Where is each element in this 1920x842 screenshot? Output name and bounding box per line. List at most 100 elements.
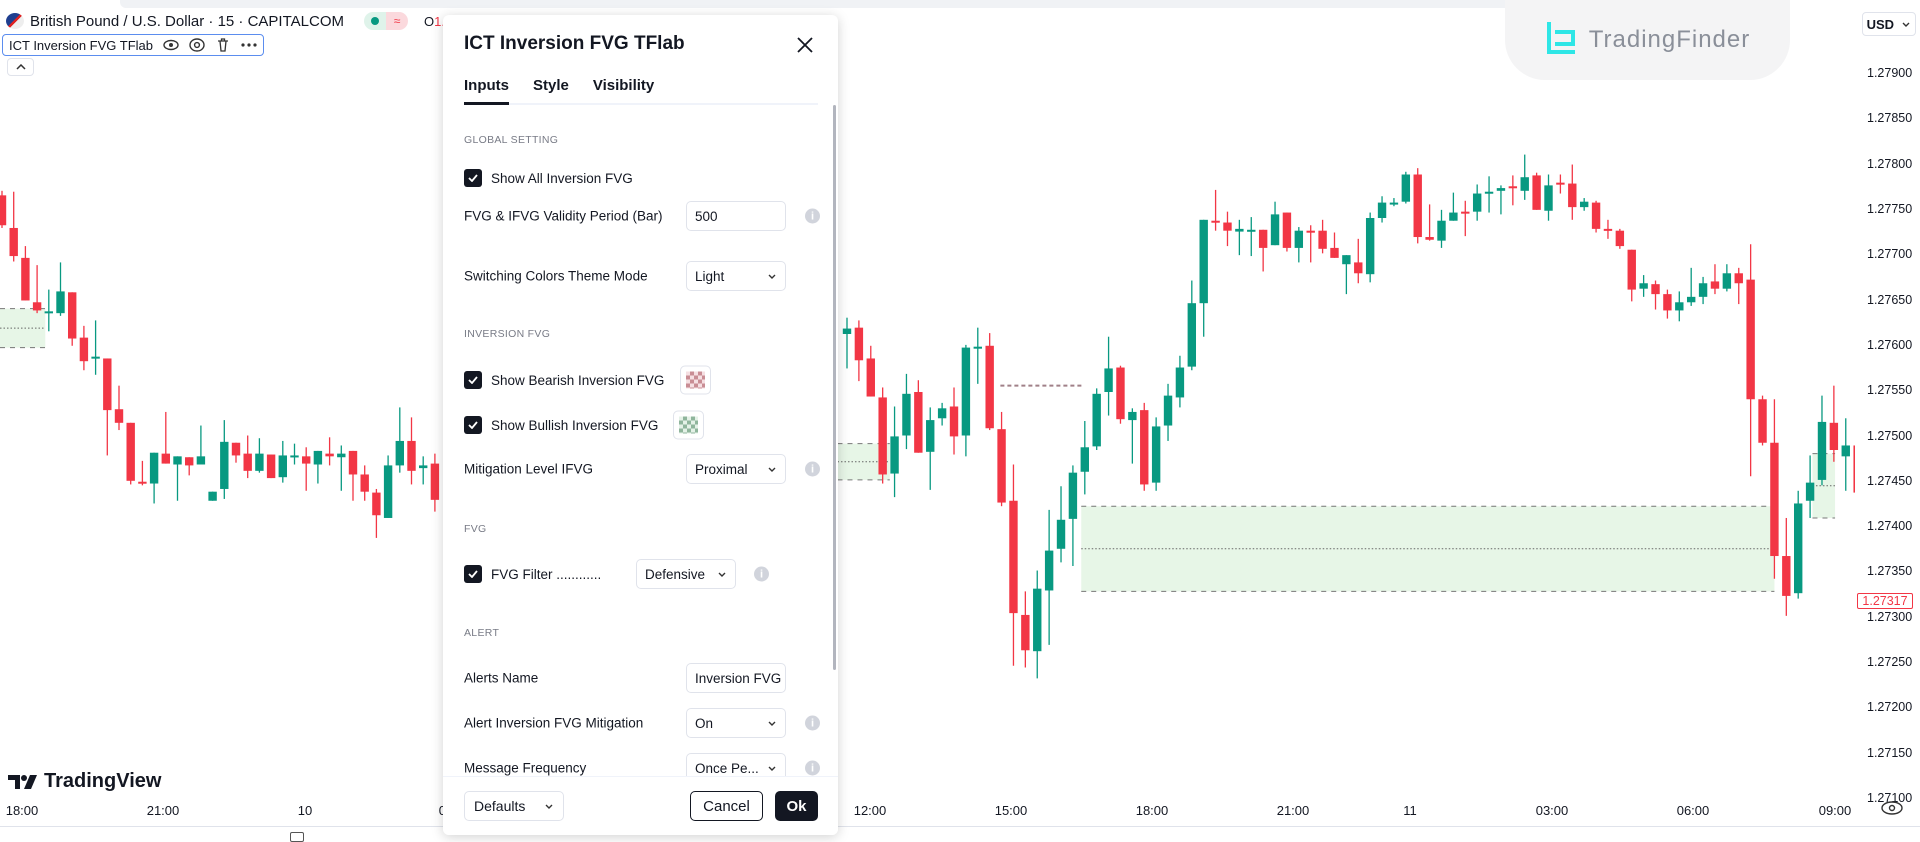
candle-bullish	[149, 452, 159, 484]
theme-select[interactable]: Light	[686, 261, 786, 291]
price-tick-label: 1.27550	[1867, 383, 1913, 398]
dialog-scrollbar[interactable]	[833, 105, 836, 670]
candle-bearish	[1413, 174, 1422, 238]
info-icon[interactable]: i	[805, 208, 820, 224]
candle-bullish	[1472, 193, 1482, 212]
candle-bullish	[1805, 482, 1815, 501]
show-all-label: Show All Inversion FVG	[491, 170, 633, 186]
tab-visibility[interactable]: Visibility	[592, 77, 655, 94]
collapse-legend-button[interactable]	[7, 58, 34, 76]
defaults-dropdown[interactable]: Defaults	[464, 791, 564, 821]
candle-bullish	[1686, 296, 1696, 303]
candle-bearish	[9, 227, 18, 257]
bearish-row: Show Bearish Inversion FVG	[464, 371, 664, 389]
candle-bearish	[360, 474, 369, 492]
fvg-filter-select[interactable]: Defensive	[636, 559, 736, 589]
time-tick-label: 09:00	[1818, 803, 1852, 818]
show-all-checkbox[interactable]	[464, 169, 482, 187]
candle-bullish	[1579, 201, 1589, 208]
ohlc-open-label: O	[423, 13, 435, 29]
tradingview-wordmark: TradingView	[44, 770, 162, 792]
info-icon[interactable]: i	[754, 566, 769, 582]
price-tick-label: 1.27800	[1867, 156, 1913, 171]
eye-icon[interactable]	[163, 37, 179, 53]
candle-bearish	[1734, 273, 1743, 284]
price-tick-label: 1.27900	[1867, 66, 1913, 80]
price-tick-label: 1.27400	[1867, 519, 1913, 534]
candle-bearish	[231, 442, 241, 456]
axis-settings-eye-icon[interactable]	[1880, 800, 1904, 816]
bullish-checkbox[interactable]	[464, 416, 482, 434]
currency-label: USD	[1866, 16, 1895, 32]
indicator-name[interactable]: ICT Inversion FVG TFlab	[9, 37, 154, 53]
candle-bearish	[1746, 279, 1755, 400]
bullish-row: Show Bullish Inversion FVG	[464, 416, 658, 434]
candle-bearish	[407, 440, 416, 471]
info-icon[interactable]: i	[805, 715, 820, 731]
bearish-color-swatch[interactable]	[680, 365, 711, 395]
candle-bearish	[1021, 614, 1030, 651]
candle-bullish	[1068, 472, 1078, 519]
candle-bullish	[890, 436, 899, 474]
info-icon[interactable]: i	[805, 461, 820, 477]
indicator-legend[interactable]: ICT Inversion FVG TFlab	[2, 34, 265, 56]
candle-bullish	[1247, 229, 1256, 232]
watermark-text: TradingFinder	[1588, 26, 1751, 53]
candle-bearish	[1258, 229, 1268, 248]
candlestick-chart[interactable]	[0, 0, 1855, 800]
candle-bearish	[1627, 249, 1636, 290]
market-status[interactable]: ≈	[363, 12, 408, 30]
time-tick-label: 15:00	[994, 803, 1028, 818]
fvg-filter-checkbox[interactable]	[464, 565, 482, 583]
price-tick-label: 1.27100	[1867, 791, 1913, 805]
currency-button[interactable]: USD	[1862, 12, 1916, 36]
time-tick-label: 11	[1403, 803, 1417, 818]
mitigation-select[interactable]: Proximal	[686, 454, 786, 484]
alert-mitigation-value: On	[695, 715, 714, 731]
ok-button[interactable]: Ok	[775, 791, 818, 821]
tab-style[interactable]: Style	[533, 77, 569, 94]
candle-bullish	[1794, 503, 1803, 594]
price-axis[interactable]: 1.27900 1.27850 1.27800 1.27750 1.27700 1.276…	[1855, 0, 1920, 826]
time-axis-border	[0, 826, 1920, 840]
section-inversion-fvg: INVERSION FVG	[464, 328, 551, 340]
bullish-color-swatch[interactable]	[673, 410, 704, 440]
candle-bullish	[1163, 395, 1173, 426]
candle-bullish	[1841, 445, 1850, 457]
alerts-name-input[interactable]: Inversion FVG	[686, 663, 786, 693]
close-icon[interactable]	[793, 33, 817, 57]
fvg-zone	[0, 308, 46, 348]
section-fvg: FVG	[464, 523, 487, 535]
candle-bullish	[1044, 550, 1054, 591]
chevron-down-icon	[768, 721, 776, 726]
candle-bullish	[255, 453, 264, 471]
validity-input[interactable]: 500	[686, 201, 786, 231]
candle-bearish	[985, 345, 994, 429]
candle-bearish	[21, 257, 30, 301]
bearish-checkbox[interactable]	[464, 371, 482, 389]
trash-icon[interactable]	[215, 37, 231, 53]
alerts-name-label: Alerts Name	[464, 670, 539, 686]
price-tick-label: 1.27700	[1867, 247, 1913, 262]
candle-bearish	[372, 492, 381, 516]
cancel-button[interactable]: Cancel	[690, 791, 763, 821]
info-icon[interactable]: i	[805, 760, 820, 776]
symbol-title[interactable]: British Pound / U.S. Dollar · 15 · CAPIT…	[30, 12, 344, 30]
candle-bearish	[185, 457, 194, 466]
check-icon	[468, 376, 478, 384]
candle-bearish	[114, 409, 124, 423]
candle-bearish	[1223, 222, 1232, 231]
check-icon	[468, 570, 478, 578]
gbpusd-flag-icon	[6, 13, 24, 29]
time-tick-label: 21:00	[146, 803, 180, 818]
defaults-label: Defaults	[474, 798, 526, 814]
alert-mitigation-select[interactable]: On	[686, 708, 786, 738]
calendar-icon[interactable]	[290, 832, 304, 842]
price-tick-label: 1.27750	[1867, 201, 1913, 216]
settings-icon[interactable]	[189, 37, 205, 53]
validity-value: 500	[695, 208, 718, 224]
more-icon[interactable]	[241, 37, 257, 53]
candle-bearish	[1140, 410, 1149, 485]
tab-inputs[interactable]: Inputs	[464, 75, 509, 105]
candle-bearish	[1508, 186, 1518, 189]
